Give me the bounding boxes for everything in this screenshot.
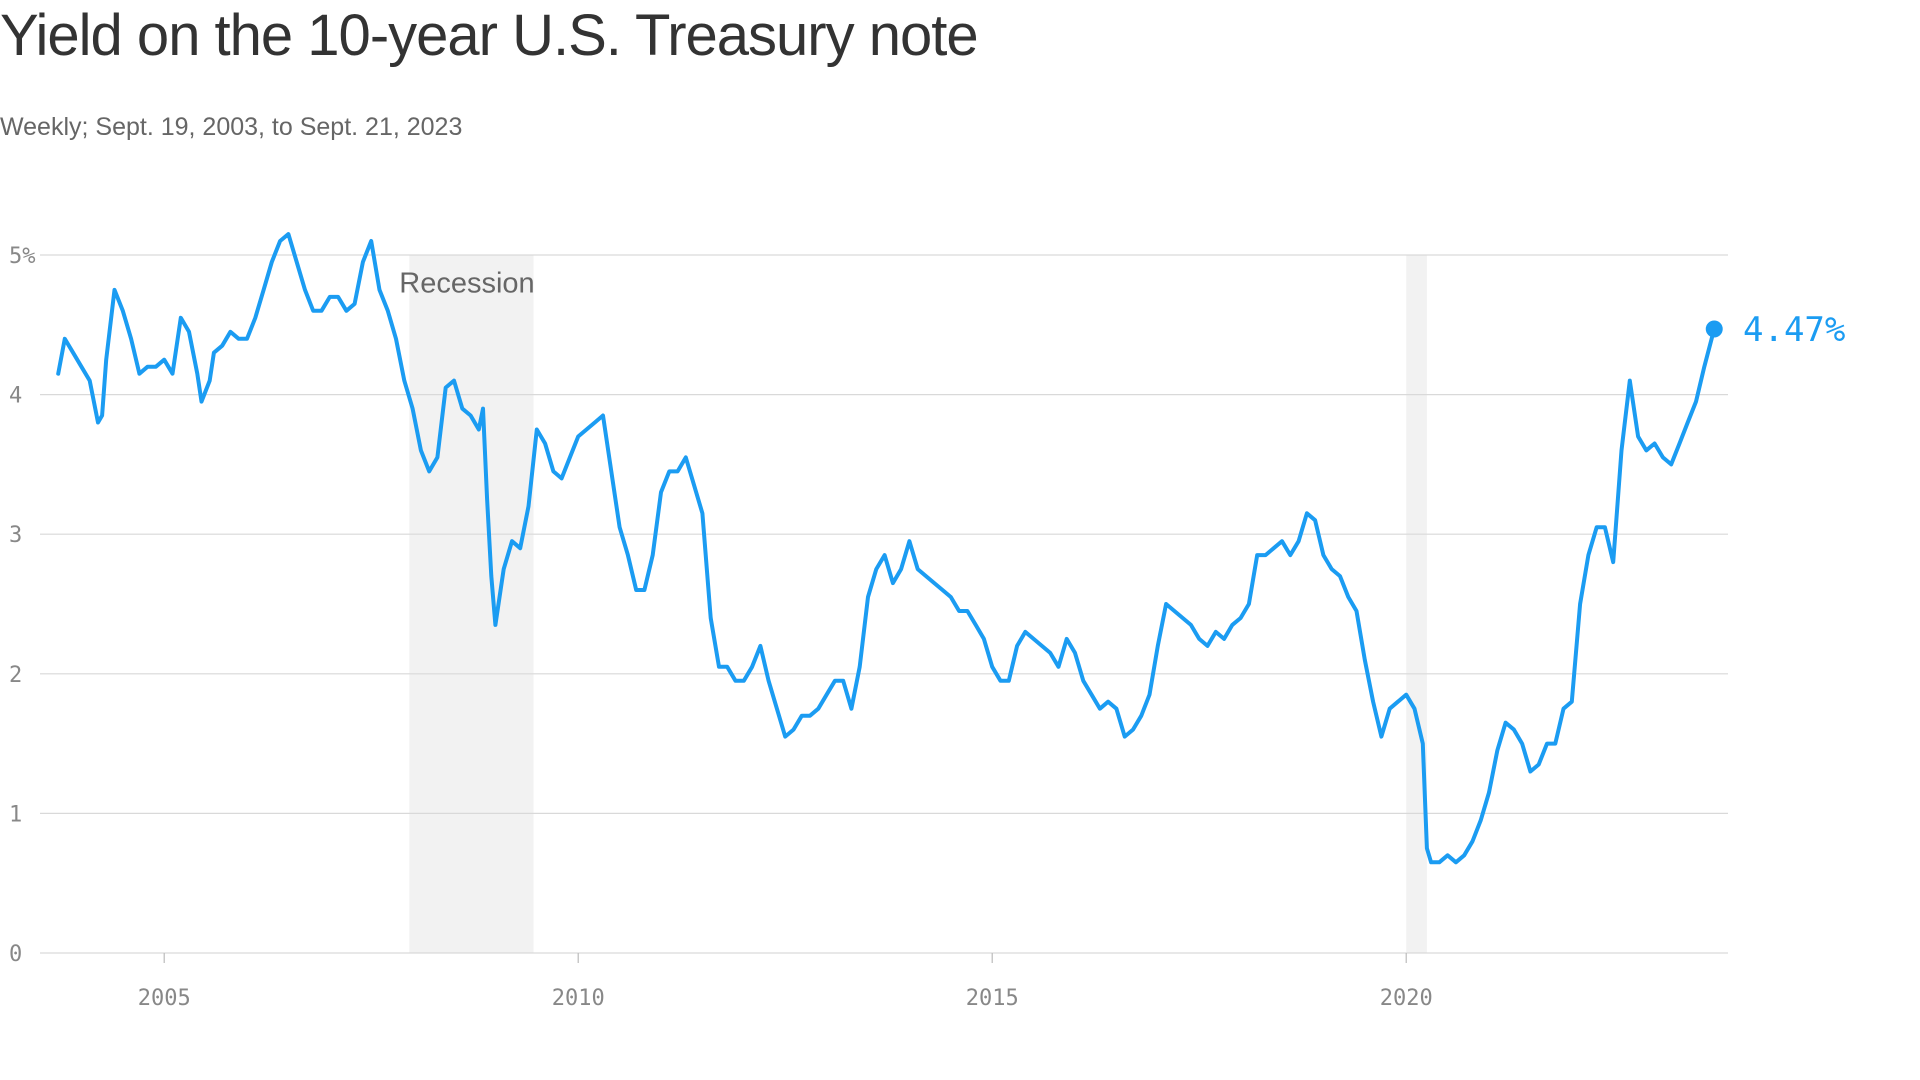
y-tick-label: 3 — [9, 523, 22, 548]
y-tick-label: 1 — [9, 802, 22, 827]
recession-bands — [409, 255, 1427, 953]
annotation-layer: Recession 4.47% — [399, 268, 1845, 350]
x-tick-label: 2010 — [552, 986, 605, 1011]
x-axis: 2005 2010 2015 2020 — [138, 953, 1433, 1011]
y-tick-label: 4 — [9, 384, 22, 409]
last-point-marker — [1705, 320, 1723, 338]
recession-band — [1406, 255, 1427, 953]
y-tick-label: 2 — [9, 663, 22, 688]
series-line — [56, 232, 1717, 865]
chart-title: Yield on the 10-year U.S. Treasury note — [0, 3, 979, 68]
y-gridlines: 0 1 2 3 4 5% — [9, 244, 1728, 967]
last-value-label: 4.47% — [1743, 310, 1845, 350]
chart-subtitle: Weekly; Sept. 19, 2003, to Sept. 21, 202… — [0, 113, 463, 141]
y-tick-label: 0 — [9, 942, 22, 967]
recession-label: Recession — [399, 268, 534, 300]
x-tick-label: 2015 — [966, 986, 1019, 1011]
x-tick-label: 2020 — [1380, 986, 1433, 1011]
y-tick-label: 5% — [9, 244, 36, 269]
recession-band — [409, 255, 534, 953]
x-tick-label: 2005 — [138, 986, 191, 1011]
series-layer — [56, 232, 1723, 865]
